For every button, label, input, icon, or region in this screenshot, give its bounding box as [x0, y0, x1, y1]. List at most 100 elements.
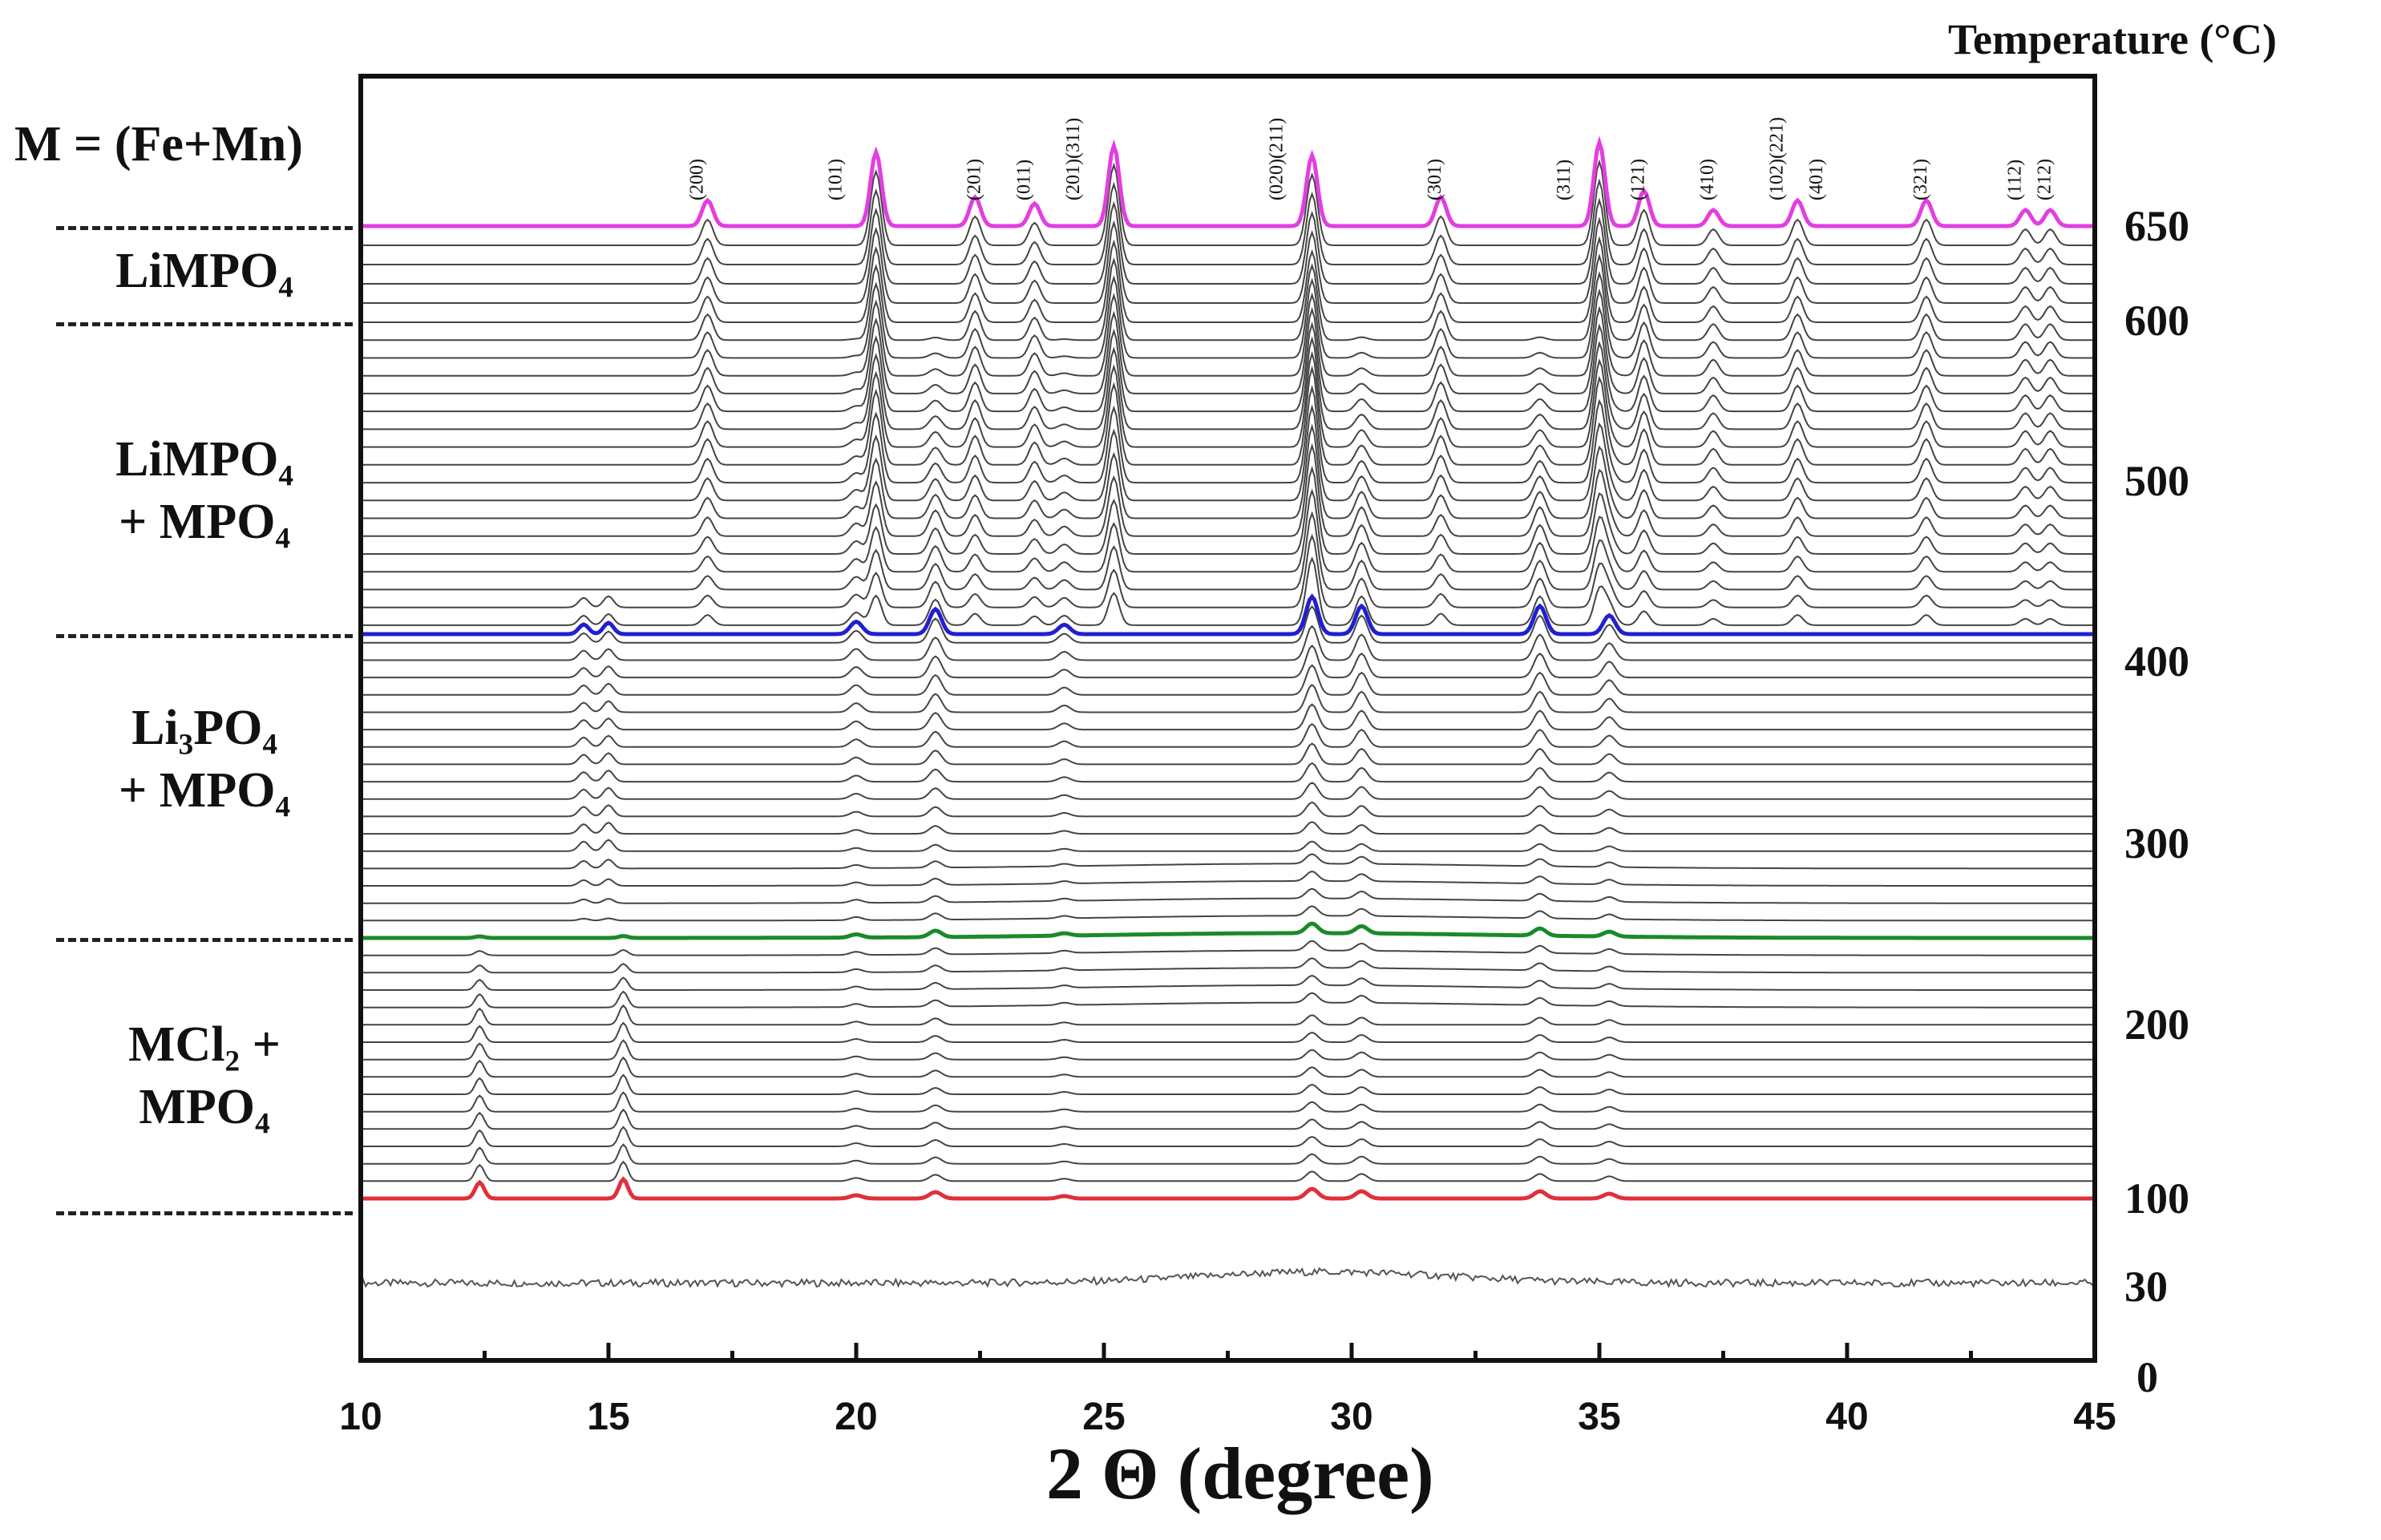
x-tick-45: 45 [2073, 1396, 2116, 1438]
chart-title: Temperature (°C) [1948, 15, 2278, 63]
trace-160c [361, 1073, 2095, 1095]
trace-610c [361, 216, 2095, 305]
trace-330c [361, 782, 2095, 800]
trace-440c [361, 533, 2095, 608]
region-li3po4-mpo4-line1: Li₃PO₄ [131, 701, 277, 755]
trace-150c [361, 1091, 2095, 1113]
trace-530c [361, 350, 2095, 448]
highlighted-trace-100c [361, 1176, 2095, 1201]
x-tick-10: 10 [339, 1396, 382, 1438]
trace-340c [361, 762, 2095, 783]
trace-580c [361, 271, 2095, 359]
y-tick-100: 100 [2124, 1174, 2189, 1223]
hkl-label-1: (101) [825, 159, 846, 200]
hkl-label-11: (401) [1806, 159, 1827, 200]
trace-380c [361, 683, 2095, 713]
x-tick-35: 35 [1578, 1396, 1621, 1438]
trace-410c [361, 624, 2095, 661]
composition-note: M = (Fe+Mn) [14, 117, 303, 172]
hkl-label-13: (112) [2004, 160, 2025, 200]
trace-600c [361, 236, 2095, 324]
xrd-traces [361, 139, 2095, 1199]
trace-540c [361, 336, 2095, 430]
trace-430c [361, 556, 2095, 626]
x-tick-15: 15 [587, 1396, 630, 1438]
highlighted-trace-425c [361, 593, 2095, 637]
trace-300c [361, 839, 2095, 852]
highlighted-trace-30c [360, 1267, 2096, 1289]
region-li3po4-mpo4: Li₃PO₄ + MPO₄ [44, 697, 365, 822]
y-tick-300: 300 [2124, 819, 2189, 867]
x-tick-20: 20 [835, 1396, 878, 1438]
trace-390c [361, 664, 2095, 696]
trace-470c [361, 465, 2095, 556]
trace-320c [361, 801, 2095, 818]
hkl-label-10: (102)(221) [1767, 117, 1788, 200]
separator-650 [56, 226, 353, 230]
y-tick-600: 600 [2124, 297, 2189, 345]
hkl-label-3: (011) [1013, 160, 1034, 200]
axis-ticks [358, 1343, 2097, 1360]
x-tick-25: 25 [1082, 1396, 1126, 1438]
separator-600 [56, 322, 353, 326]
region-limpo4-mpo4: LiMPO₄ + MPO₄ [44, 429, 365, 553]
trace-640c [361, 159, 2095, 247]
region-mcl2-mpo4: MCl₂ + MPO₄ [44, 1014, 365, 1138]
hkl-label-14: (212) [2034, 159, 2055, 200]
hkl-label-6: (301) [1425, 159, 1445, 200]
hkl-label-8: (121) [1628, 159, 1649, 200]
trace-480c [361, 443, 2095, 537]
hkl-label-12: (321) [1910, 159, 1931, 200]
hkl-label-2: (201) [964, 159, 985, 200]
trace-130c [361, 1126, 2095, 1147]
trace-220c [361, 974, 2095, 991]
hkl-label-5: (020)(211) [1266, 118, 1287, 200]
trace-290c [361, 853, 2095, 870]
separator-100 [56, 1211, 353, 1215]
trace-560c [361, 305, 2095, 394]
separator-425 [56, 634, 353, 638]
trace-280c [361, 870, 2095, 887]
y-tick-0: 0 [2136, 1353, 2158, 1401]
region-limpo4-mpo4-line1: LiMPO₄ [115, 432, 293, 487]
trace-570c [361, 288, 2095, 377]
trace-650c [361, 139, 2095, 228]
trace-140c [361, 1108, 2095, 1130]
hkl-label-0: (200) [686, 159, 707, 200]
trace-460c [361, 488, 2095, 573]
trace-230c [361, 957, 2095, 974]
trace-590c [361, 253, 2095, 342]
trace-110c [361, 1160, 2095, 1182]
x-tick-30: 30 [1330, 1396, 1373, 1438]
y-tick-650: 650 [2124, 202, 2189, 250]
trace-520c [361, 365, 2095, 466]
trace-550c [361, 321, 2095, 413]
y-tick-400: 400 [2124, 637, 2189, 685]
y-tick-500: 500 [2124, 457, 2189, 505]
trace-170c [361, 1056, 2095, 1078]
region-limpo4-line1: LiMPO₄ [115, 244, 293, 298]
plot-frame [358, 74, 2097, 1363]
trace-500c [361, 404, 2095, 502]
hkl-label-7: (311) [1554, 160, 1575, 200]
trace-420c [361, 605, 2095, 644]
trace-240c [361, 940, 2095, 956]
trace-190c [361, 1021, 2095, 1043]
region-mcl2-mpo4-line1: MCl₂ + [128, 1017, 281, 1072]
trace-510c [361, 384, 2095, 484]
region-limpo4-mpo4-line2: + MPO₄ [118, 494, 291, 549]
hkl-label-9: (410) [1697, 159, 1718, 200]
trace-260c [361, 905, 2095, 922]
trace-200c [361, 1004, 2095, 1026]
trace-370c [361, 703, 2095, 731]
trace-270c [361, 887, 2095, 904]
trace-450c [361, 511, 2095, 591]
trace-180c [361, 1039, 2095, 1061]
x-axis-label: 2 Θ (degree) [1046, 1433, 1434, 1514]
separator-250 [56, 938, 353, 942]
x-tick-40: 40 [1825, 1396, 1869, 1438]
y-tick-30: 30 [2124, 1263, 2168, 1311]
trace-350c [361, 742, 2095, 766]
trace-490c [361, 423, 2095, 519]
